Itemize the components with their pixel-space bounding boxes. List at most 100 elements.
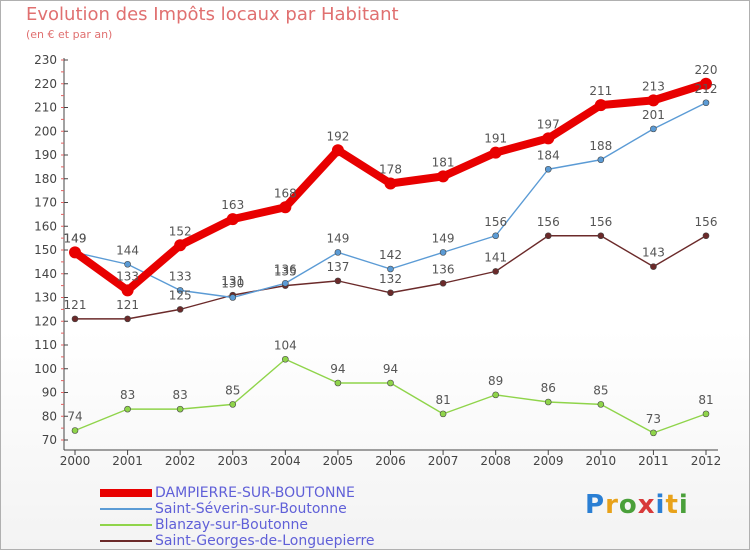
y-tick-label: 160 [34,219,57,233]
data-label: 184 [537,148,560,162]
data-label: 188 [589,139,612,153]
x-tick-label: 2006 [375,454,406,468]
x-tick-label: 2007 [428,454,459,468]
data-point [334,249,342,256]
data-point [176,306,184,313]
data-point [492,232,499,240]
data-point [544,398,552,406]
data-label: 192 [326,129,349,143]
data-label: 201 [642,108,665,122]
data-point [702,410,710,418]
x-tick-label: 2009 [533,454,564,468]
data-point [124,260,131,268]
y-tick-label: 170 [34,196,57,210]
y-tick-label: 100 [34,362,57,376]
data-label: 85 [225,383,240,397]
data-label: 156 [695,215,718,229]
data-label: 121 [116,298,139,312]
y-tick-label: 230 [34,53,57,67]
data-point [387,289,394,297]
data-label: 136 [432,262,455,276]
chart-title: Evolution des Impôts locaux par Habitant [26,4,399,25]
data-label: 149 [432,231,455,245]
data-label: 135 [274,265,297,279]
data-point [279,201,292,214]
data-label: 197 [537,117,560,131]
line-chart: 7080901001101201301401501601701801902002… [34,53,722,468]
data-point [647,94,660,107]
data-label: 156 [537,215,560,229]
y-tick-label: 70 [42,433,57,447]
data-label: 143 [642,246,665,260]
data-point [69,246,81,259]
data-point [334,277,342,285]
y-tick-label: 150 [34,243,57,257]
data-point [492,391,499,399]
y-tick-label: 110 [34,338,57,352]
data-label: 121 [64,298,87,312]
logo-letter: x [637,490,656,520]
data-point [229,294,237,301]
logo-letter: t [665,490,679,520]
data-point [650,263,657,270]
data-label: 133 [116,269,139,283]
y-tick-label: 80 [42,409,57,423]
data-label: 85 [593,383,608,397]
data-point [544,232,552,240]
x-tick-label: 2005 [323,454,354,468]
y-tick-label: 90 [42,386,57,400]
data-point [331,144,344,157]
y-tick-label: 130 [34,291,57,305]
x-tick-label: 2004 [270,454,301,468]
x-tick-label: 2000 [60,454,91,468]
chart-subtitle: (en € et par an) [26,28,113,41]
data-point [597,156,605,164]
data-label: 163 [221,198,244,212]
data-point [121,284,134,297]
data-label: 104 [274,338,297,352]
legend-swatch [100,524,152,526]
data-point [124,405,131,413]
x-tick-label: 2011 [638,454,669,468]
data-point [226,213,239,226]
legend-label: Saint-Séverin-sur-Boutonne [155,501,347,517]
data-label: 86 [541,381,556,395]
data-point [71,315,79,323]
legend-swatch [100,489,152,497]
data-label: 142 [379,248,402,262]
data-label: 83 [173,388,188,402]
data-label: 131 [221,274,244,288]
data-point [544,165,552,173]
y-tick-label: 140 [34,267,57,281]
data-point [489,146,502,159]
data-label: 149 [64,231,87,245]
data-label: 73 [646,412,661,426]
x-tick-label: 2003 [217,454,248,468]
logo-letter: o [618,490,638,520]
data-point [702,232,710,240]
data-label: 81 [698,393,713,407]
data-label: 74 [67,410,82,424]
data-label: 156 [589,215,612,229]
data-label: 137 [326,260,349,274]
y-tick-label: 210 [34,101,57,115]
data-label: 191 [484,132,507,146]
x-tick-label: 2012 [691,454,722,468]
data-label: 156 [484,215,507,229]
data-point [650,429,657,437]
data-label: 211 [589,84,612,98]
data-point [176,405,184,413]
data-point [282,279,289,287]
data-point [439,410,447,418]
legend-label: DAMPIERRE-SUR-BOUTONNE [155,485,355,501]
data-label: 181 [432,155,455,169]
legend-swatch [100,540,152,542]
x-tick-label: 2002 [165,454,196,468]
x-tick-label: 2001 [112,454,143,468]
data-label: 178 [379,163,402,177]
data-point [439,249,447,256]
data-point [594,99,607,112]
data-point [492,268,499,275]
data-label: 132 [379,272,402,286]
